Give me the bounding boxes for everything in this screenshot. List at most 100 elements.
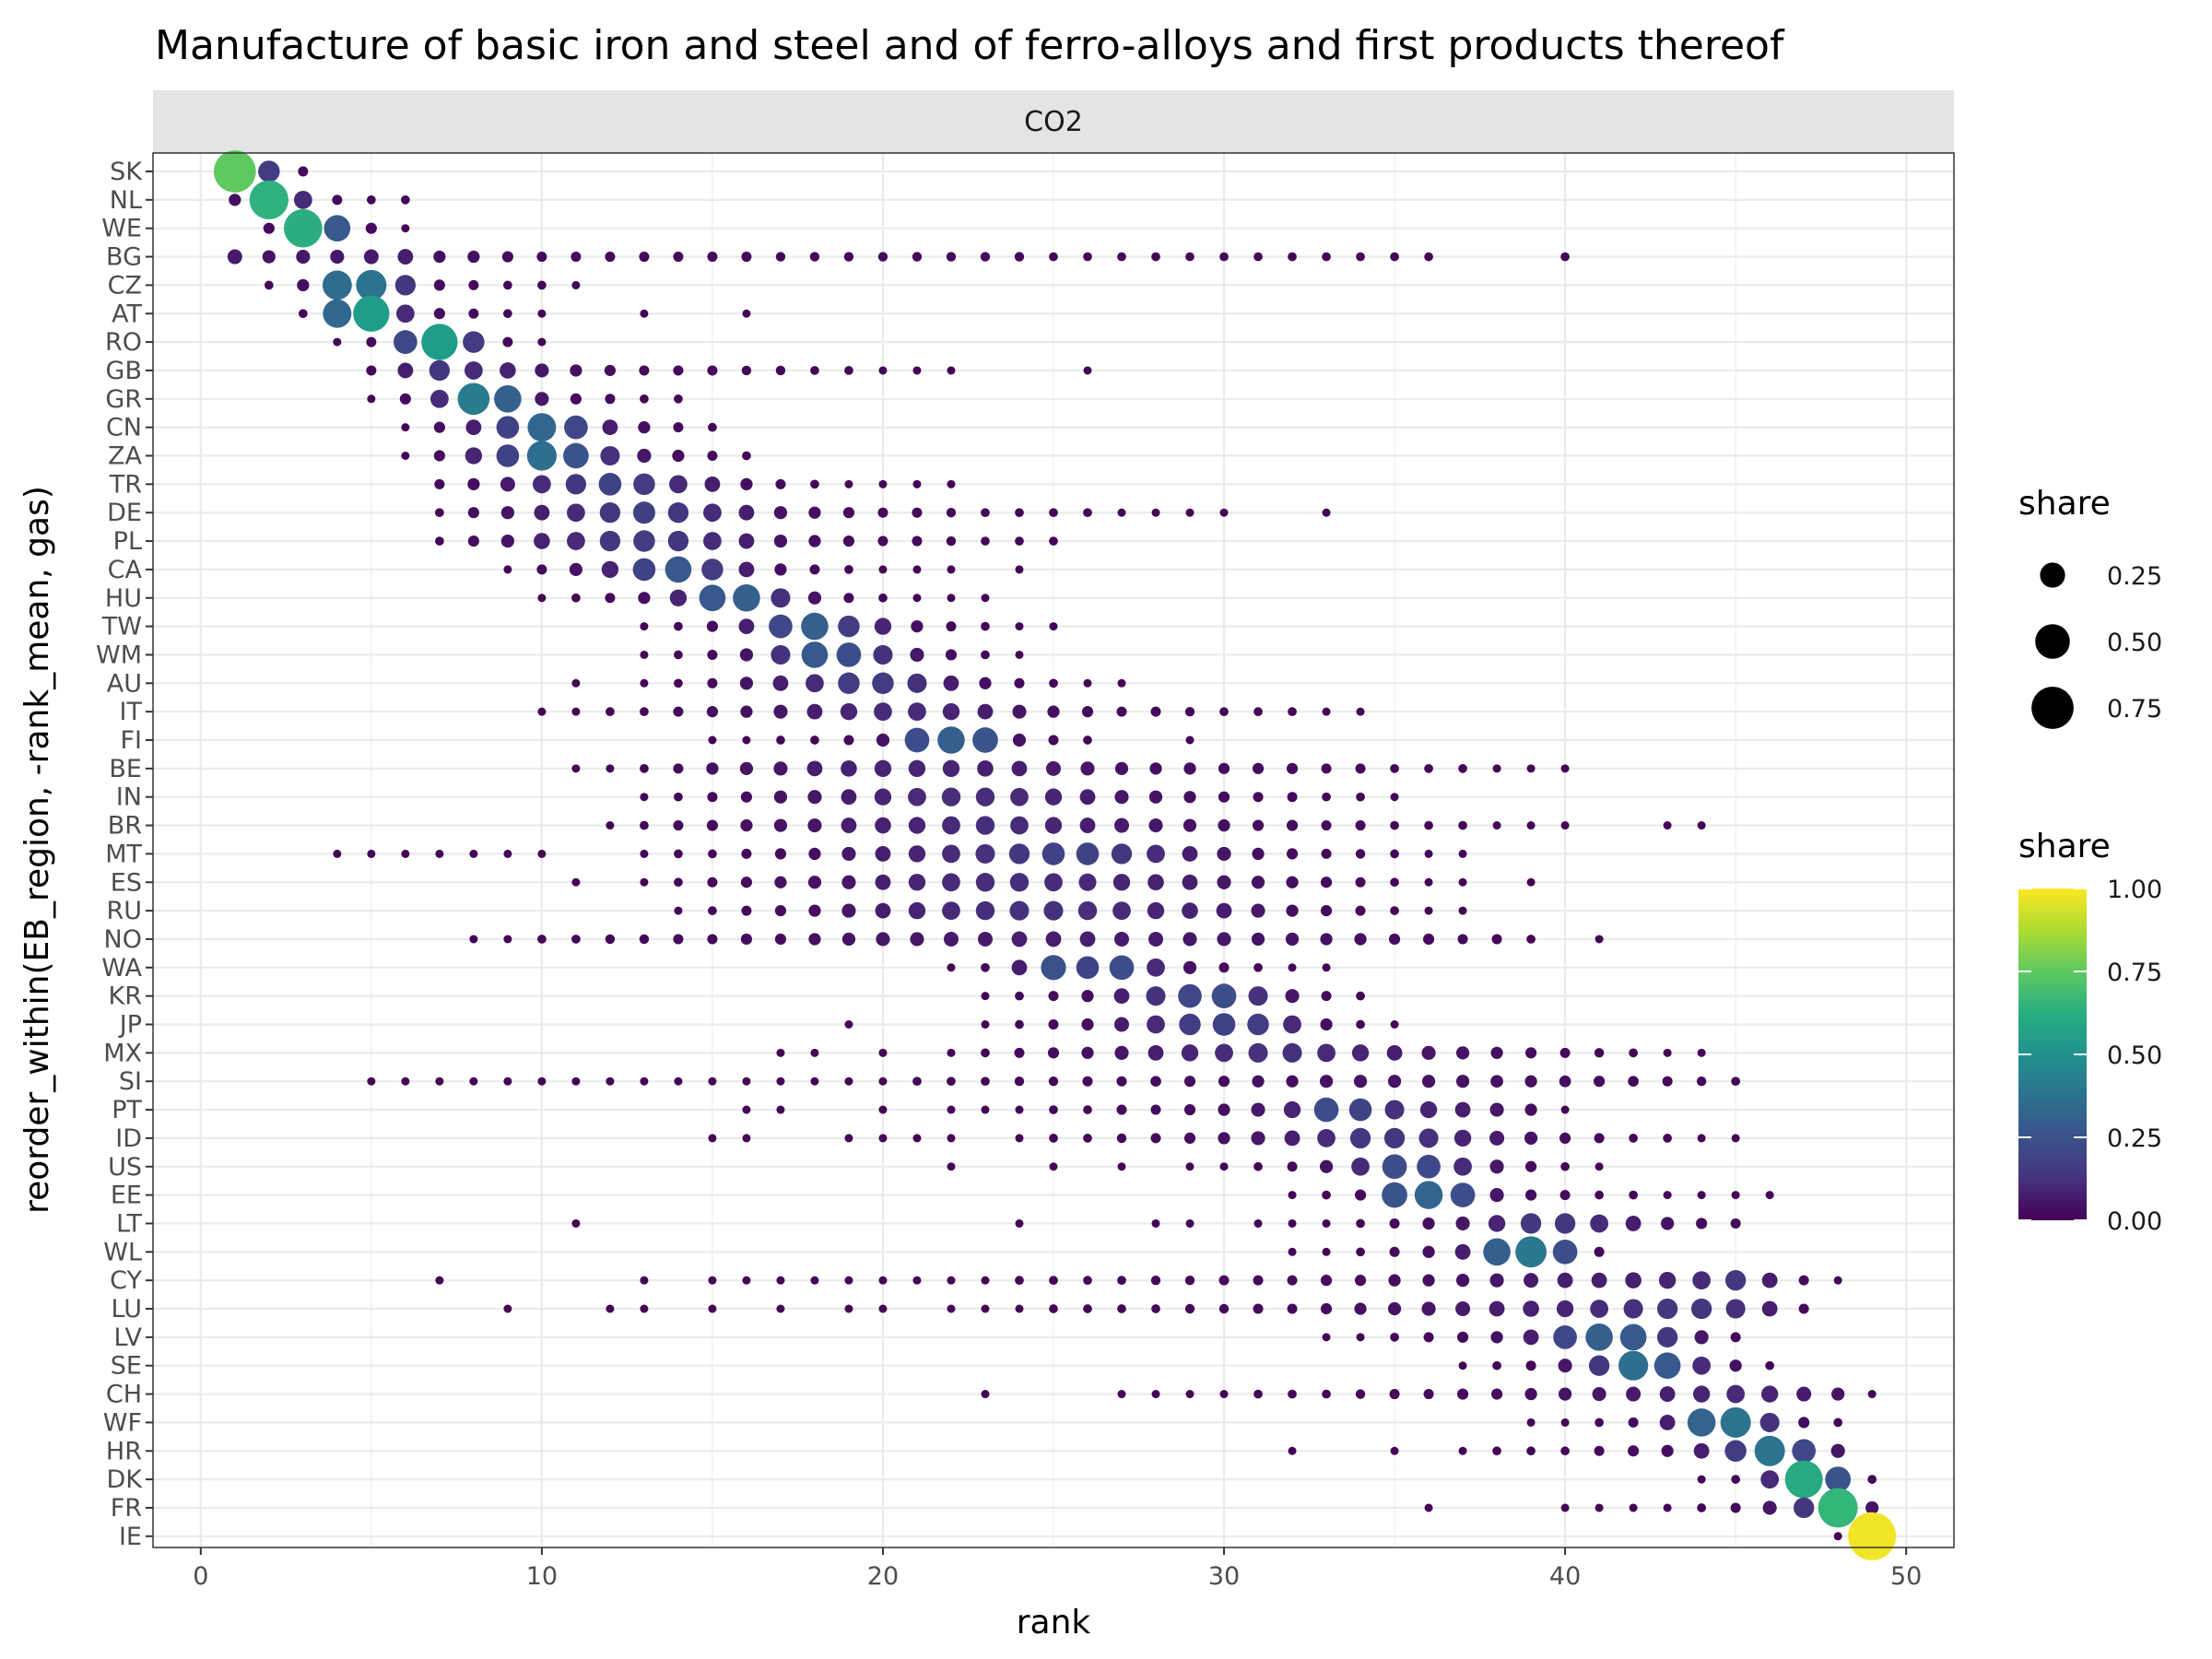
data-point-lu (1623, 1299, 1643, 1319)
data-point-mt (469, 849, 478, 858)
data-point-ca (665, 556, 692, 583)
data-point-mt (1041, 842, 1065, 865)
data-point-no (1594, 935, 1604, 944)
point-layer (213, 150, 1897, 1560)
data-point-se (1588, 1355, 1610, 1376)
data-point-si (1421, 1075, 1436, 1088)
data-point-pl (981, 536, 990, 546)
data-point-cy (981, 1276, 990, 1285)
data-point-id (878, 1134, 888, 1143)
data-point-de (946, 508, 957, 518)
data-point-us (1319, 1159, 1334, 1173)
data-point-in (1390, 793, 1399, 802)
data-point-lu (1287, 1303, 1298, 1314)
data-point-fi (1048, 735, 1059, 746)
data-point-es (1182, 874, 1198, 890)
data-point-bg (501, 251, 513, 263)
data-point-si (912, 1077, 922, 1087)
data-point-mx (1629, 1048, 1638, 1058)
data-point-wl (1322, 1247, 1331, 1256)
data-point-si (1696, 1077, 1707, 1087)
data-point-no (1045, 931, 1062, 947)
data-point-pt (1116, 1104, 1127, 1115)
data-point-lu (1184, 1303, 1195, 1314)
data-point-bg (1560, 252, 1570, 262)
data-point-in (773, 790, 788, 804)
data-point-hu (771, 588, 791, 608)
data-point-gb (741, 365, 752, 376)
data-point-dk (1784, 1460, 1823, 1499)
data-point-si (844, 1077, 853, 1086)
data-point-nl (249, 180, 288, 220)
size-legend-label: 0.50 (2107, 629, 2162, 657)
data-point-pt (1015, 1105, 1024, 1114)
facet-strip (153, 90, 1954, 153)
data-point-bg (1424, 252, 1433, 262)
data-point-us (1489, 1159, 1504, 1174)
data-point-lu (1455, 1301, 1471, 1316)
data-point-id (1559, 1132, 1571, 1144)
data-point-gb (912, 366, 922, 375)
data-point-ch (1491, 1388, 1503, 1400)
data-point-mt (435, 849, 444, 858)
data-point-kr (1178, 983, 1202, 1008)
data-point-lt (1590, 1214, 1609, 1233)
data-point-wf (1798, 1417, 1810, 1429)
data-point-jp (844, 1020, 853, 1029)
data-point-lv (1523, 1329, 1539, 1346)
data-point-lu (1387, 1301, 1402, 1316)
size-legend-label: 0.25 (2107, 562, 2162, 591)
data-point-it (1356, 707, 1365, 716)
data-point-at (640, 309, 649, 318)
data-point-se (1729, 1359, 1742, 1372)
data-point-mx (810, 1048, 819, 1057)
data-point-bg (1185, 252, 1194, 262)
data-point-lu (844, 1304, 853, 1313)
data-point-au (1049, 678, 1058, 688)
data-point-cz (537, 280, 547, 290)
data-point-mt (942, 844, 960, 864)
data-point-gb (397, 362, 414, 379)
data-point-in (807, 790, 822, 805)
data-point-mt (1286, 848, 1299, 860)
data-point-gr (399, 393, 411, 405)
x-axis-title: rank (1017, 1604, 1091, 1641)
data-point-br (1458, 820, 1467, 830)
data-point-cz (264, 280, 274, 290)
data-point-de (1151, 508, 1160, 517)
data-point-hu (733, 583, 760, 612)
data-point-ee (1450, 1182, 1476, 1207)
data-point-ru (1320, 905, 1333, 917)
data-point-fi (843, 735, 854, 746)
data-point-mt (1355, 849, 1366, 859)
data-point-mt (875, 845, 891, 862)
data-point-ie (1833, 1532, 1842, 1541)
data-point-za (600, 445, 620, 466)
y-tick-label: EE (111, 1182, 142, 1210)
data-point-no (1148, 931, 1164, 947)
x-tick-label: 0 (193, 1562, 208, 1591)
data-point-cy (1489, 1273, 1504, 1288)
data-point-mt (1321, 848, 1332, 859)
data-point-mt (774, 848, 787, 860)
data-point-be (1114, 761, 1129, 775)
data-point-no (740, 933, 753, 946)
data-point-cy (1015, 1276, 1024, 1286)
data-point-cy (1184, 1275, 1195, 1286)
data-point-au (1014, 677, 1025, 688)
data-point-us (1560, 1161, 1570, 1171)
data-point-cy (1150, 1275, 1161, 1286)
color-legend-label: 0.75 (2107, 959, 2162, 987)
data-point-in (1287, 792, 1298, 803)
y-tick-label: US (108, 1153, 142, 1182)
y-tick-label: HR (106, 1437, 142, 1465)
data-point-mt (908, 845, 926, 863)
data-point-gb (673, 365, 684, 376)
y-tick-label: BE (109, 755, 142, 783)
data-point-wl (1356, 1247, 1365, 1257)
x-tick-label: 10 (526, 1562, 558, 1591)
data-point-si (1490, 1075, 1503, 1088)
chart-title: Manufacture of basic iron and steel and … (155, 22, 1785, 69)
data-point-gb (775, 365, 786, 376)
data-point-tr (947, 479, 956, 488)
